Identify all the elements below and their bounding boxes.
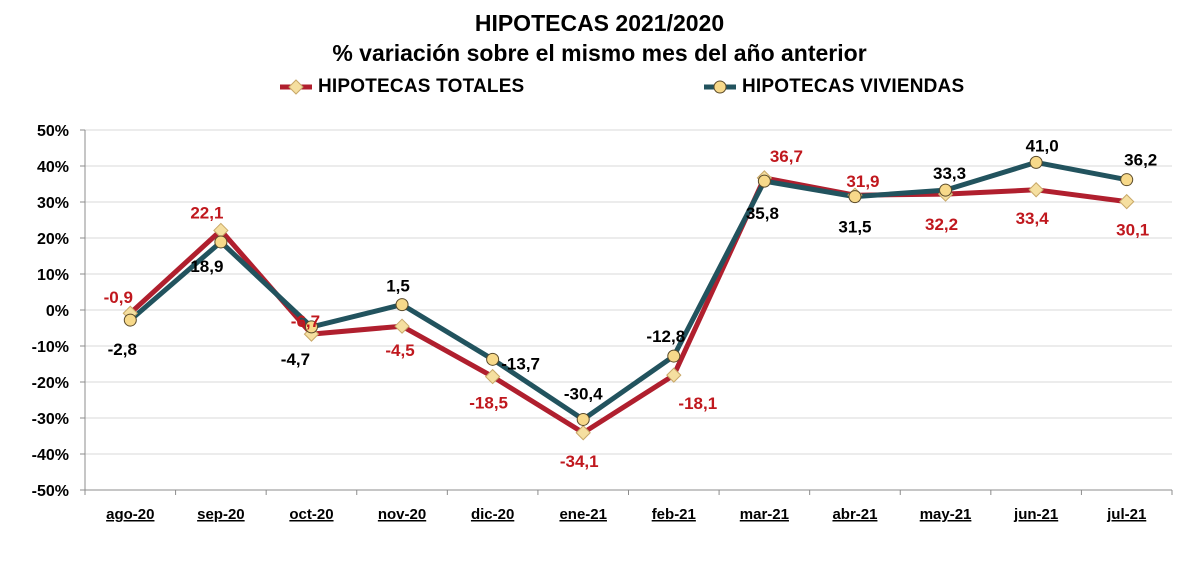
- x-tick-label: ene-21: [559, 506, 607, 523]
- legend-label-viviendas: HIPOTECAS VIVIENDAS: [742, 76, 965, 97]
- data-point-viviendas: [576, 412, 590, 426]
- y-tick-label: -50%: [32, 483, 69, 500]
- x-tick-label: oct-20: [289, 506, 333, 523]
- x-tick-label: may-21: [920, 506, 972, 523]
- x-tick-label: ago-20: [106, 506, 154, 523]
- data-point-totales: [1119, 193, 1135, 210]
- y-tick-label: -20%: [32, 375, 69, 392]
- data-label-viviendas: 1,5: [386, 277, 410, 296]
- data-label-viviendas: 18,9: [190, 257, 223, 276]
- x-tick-label: nov-20: [378, 506, 426, 523]
- data-label-viviendas: 36,2: [1124, 151, 1157, 170]
- data-label-viviendas: -4,7: [281, 350, 310, 369]
- data-point-viviendas: [757, 174, 771, 188]
- legend-item-viviendas: HIPOTECAS VIVIENDAS: [702, 74, 964, 100]
- y-tick-label: 10%: [37, 267, 69, 284]
- data-point-totales: [1028, 182, 1044, 198]
- y-tick-label: -40%: [32, 447, 69, 464]
- y-tick-label: 0%: [46, 303, 69, 320]
- y-tick-label: 50%: [37, 123, 69, 140]
- y-tick-label: 20%: [37, 231, 69, 248]
- x-tick-label: mar-21: [740, 506, 789, 523]
- x-tick-label: jun-21: [1013, 506, 1058, 523]
- data-point-viviendas: [939, 183, 953, 197]
- data-label-viviendas: 33,3: [933, 164, 966, 183]
- data-label-viviendas: 41,0: [1026, 136, 1059, 155]
- x-tick-label: feb-21: [652, 506, 696, 523]
- data-label-totales: -6,7: [291, 312, 320, 331]
- data-point-viviendas: [667, 349, 681, 363]
- data-point-totales: [575, 425, 591, 441]
- data-label-viviendas: -13,7: [501, 354, 540, 373]
- legend-label-totales: HIPOTECAS TOTALES: [318, 76, 525, 97]
- legend-item-totales: HIPOTECAS TOTALES: [278, 74, 524, 100]
- data-label-totales: 30,1: [1116, 221, 1149, 240]
- data-point-totales: [666, 367, 682, 383]
- data-label-viviendas: -2,8: [108, 340, 137, 359]
- data-label-totales: -18,5: [469, 394, 508, 413]
- data-point-viviendas: [1029, 155, 1043, 169]
- data-point-viviendas: [395, 298, 409, 312]
- y-tick-label: -30%: [32, 411, 69, 428]
- data-point-viviendas: [304, 320, 318, 334]
- y-tick-label: 30%: [37, 195, 69, 212]
- data-label-viviendas: -30,4: [564, 384, 603, 403]
- y-tick-label: 40%: [37, 159, 69, 176]
- x-tick-label: jul-21: [1106, 506, 1146, 523]
- data-label-viviendas: 35,8: [746, 204, 779, 223]
- chart-subtitle: % variación sobre el mismo mes del año a…: [332, 40, 867, 66]
- legend-swatch-totales: [280, 79, 312, 95]
- data-point-totales: [484, 368, 501, 385]
- data-label-totales: 33,4: [1016, 209, 1050, 228]
- series-line-totales: [127, 175, 1130, 436]
- chart-title: HIPOTECAS 2021/2020: [474, 10, 725, 36]
- data-label-totales: -18,1: [678, 394, 717, 413]
- legend-swatch-viviendas: [704, 80, 736, 94]
- series-line-viviendas: [127, 159, 1130, 422]
- data-label-viviendas: 31,5: [838, 218, 871, 237]
- data-label-totales: 36,7: [770, 147, 803, 166]
- data-label-totales: -34,1: [560, 452, 599, 471]
- data-point-viviendas: [848, 190, 862, 204]
- data-point-totales: [394, 318, 410, 334]
- data-point-viviendas: [486, 352, 500, 366]
- data-label-totales: -0,9: [104, 288, 133, 307]
- data-label-totales: -4,5: [385, 341, 414, 360]
- data-label-viviendas: -12,8: [646, 327, 685, 346]
- y-tick-label: -10%: [32, 339, 69, 356]
- data-label-totales: 31,9: [846, 172, 879, 191]
- data-point-viviendas: [123, 313, 137, 327]
- x-tick-label: dic-20: [471, 506, 514, 523]
- data-label-totales: 22,1: [190, 203, 223, 222]
- x-tick-label: sep-20: [197, 506, 245, 523]
- data-label-totales: 32,2: [925, 215, 958, 234]
- data-point-viviendas: [1120, 173, 1134, 187]
- x-tick-label: abr-21: [832, 506, 877, 523]
- data-point-viviendas: [214, 235, 228, 249]
